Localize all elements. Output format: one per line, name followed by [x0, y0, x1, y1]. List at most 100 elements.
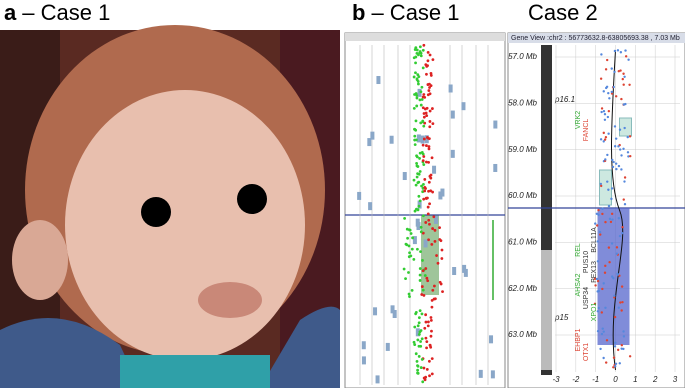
probe-dot [610, 212, 614, 216]
probe-dot [622, 103, 626, 106]
probe-dot [414, 183, 418, 187]
probe-dot [612, 277, 615, 280]
probe-dot [604, 136, 608, 139]
probe-dot [427, 145, 431, 148]
probe-dot [620, 168, 623, 171]
probe-dot [427, 147, 431, 151]
probe-dot [421, 269, 425, 273]
gene-box [415, 218, 420, 227]
probe-dot [617, 164, 621, 168]
band-label: p16.1 [554, 95, 575, 104]
gene-label: REL [575, 243, 582, 257]
probe-dot [607, 188, 610, 191]
probe-dot [422, 366, 426, 370]
probe-dot [413, 209, 417, 213]
probe-dot [611, 218, 614, 221]
gene-box [448, 84, 453, 93]
trend-line [611, 49, 624, 371]
probe-dot [417, 355, 421, 358]
probe-dot [428, 53, 432, 57]
probe-dot [424, 313, 428, 317]
x-tick-label: -3 [552, 375, 560, 384]
gene-box [370, 131, 375, 140]
probe-dot [612, 366, 615, 369]
probe-dot [610, 187, 614, 190]
probe-dot [415, 51, 419, 55]
probe-dot [617, 217, 621, 220]
probe-dot [430, 357, 434, 361]
probe-dot [435, 254, 438, 257]
probe-dot [597, 289, 600, 293]
probe-dot [426, 279, 430, 283]
probe-dot [421, 159, 425, 163]
probe-dot [414, 55, 418, 59]
probe-dot [418, 309, 422, 313]
gene-label: AHSA2 [575, 273, 582, 296]
gene-box [493, 163, 498, 172]
probe-dot [421, 48, 425, 52]
probe-dot [601, 212, 604, 216]
probe-dot [426, 136, 430, 140]
probe-dot [418, 151, 422, 155]
gene-box [438, 191, 443, 200]
probe-dot [425, 114, 429, 118]
probe-dot [619, 301, 622, 304]
probe-dot [610, 275, 614, 278]
gene-box [450, 110, 455, 119]
probe-dot [414, 92, 418, 95]
probe-dot [626, 135, 629, 139]
gene-box [493, 120, 498, 129]
probe-dot [408, 228, 411, 232]
probe-dot [610, 197, 613, 201]
probe-dot [599, 182, 603, 186]
gene-box [361, 341, 366, 350]
gene-box [462, 264, 467, 273]
probe-dot [425, 72, 428, 76]
probe-dot [429, 334, 433, 338]
probe-dot [431, 288, 435, 292]
probe-dot [611, 165, 615, 169]
probe-dot [428, 374, 431, 378]
probe-dot [409, 254, 413, 258]
probe-dot [429, 189, 433, 193]
probe-dot [415, 175, 419, 179]
probe-dot [418, 330, 422, 334]
probe-dot [410, 247, 414, 251]
probe-dot [613, 125, 617, 128]
probe-dot [607, 109, 611, 113]
probe-dot [428, 109, 432, 113]
case1-view [344, 32, 506, 388]
gene-label: VRK2 [575, 111, 582, 129]
probe-dot [620, 154, 623, 157]
gene-box [417, 200, 422, 209]
probe-dot [600, 332, 604, 336]
probe-dot [411, 236, 414, 240]
y-tick-label: 61.0 Mb [508, 237, 537, 246]
probe-dot [612, 160, 615, 164]
y-tick-label: 62.0 Mb [508, 284, 537, 293]
probe-dot [427, 160, 430, 164]
probe-dot [420, 184, 423, 188]
y-tick-label: 57.0 Mb [508, 52, 537, 61]
probe-dot [418, 267, 422, 270]
probe-dot [422, 182, 425, 186]
probe-dot [627, 155, 630, 158]
probe-dot [416, 368, 419, 372]
probe-dot [424, 336, 428, 340]
probe-dot [408, 251, 411, 255]
probe-dot [414, 71, 417, 75]
gene-box [490, 370, 495, 379]
probe-dot [420, 293, 424, 296]
probe-dot [614, 137, 618, 140]
probe-dot [605, 58, 609, 62]
probe-dot [427, 218, 431, 222]
probe-dot [407, 292, 411, 296]
probe-dot [429, 345, 433, 349]
probe-dot [429, 74, 433, 77]
probe-dot [407, 244, 411, 248]
probe-dot [415, 48, 419, 52]
probe-dot [421, 106, 425, 110]
probe-dot [403, 216, 407, 220]
probe-dot [424, 267, 428, 270]
probe-dot [620, 347, 623, 350]
